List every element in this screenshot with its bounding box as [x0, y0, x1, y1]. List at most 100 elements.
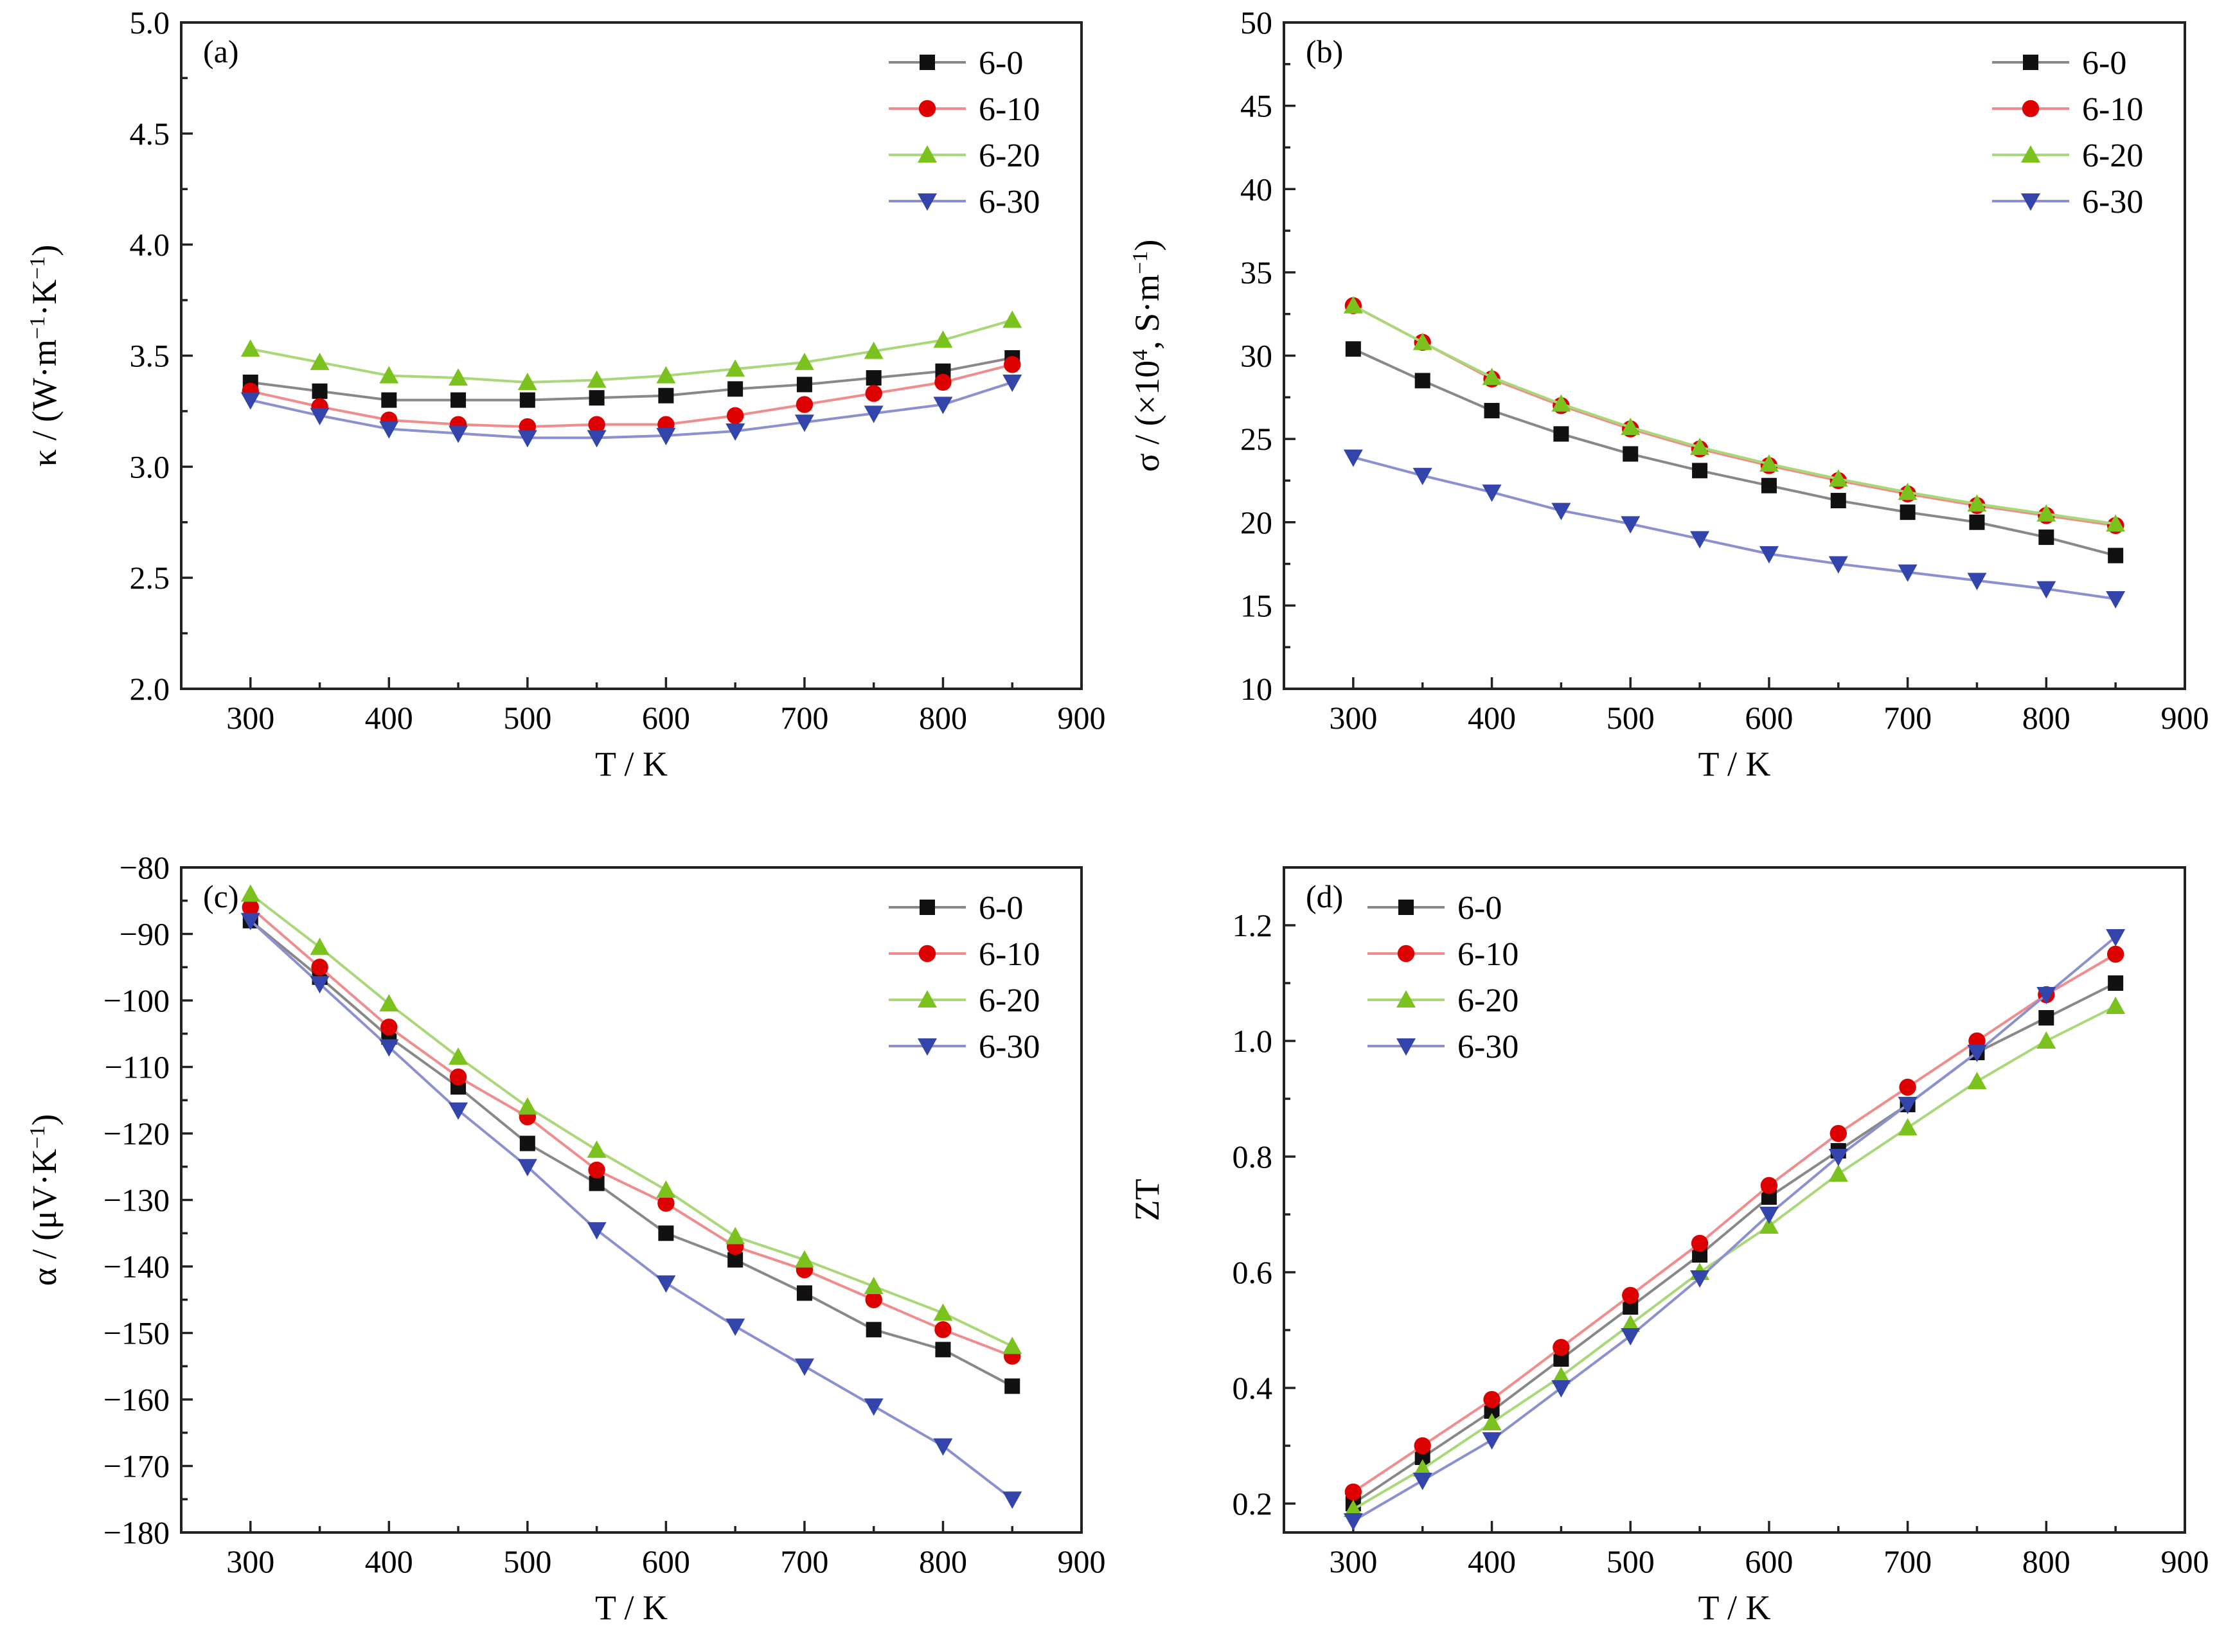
y-tick-label: 2.5: [130, 560, 170, 596]
series-line-6-30: [250, 381, 1013, 440]
legend-label: 6-0: [2082, 45, 2126, 82]
y-axis-label: ZT: [1128, 1179, 1166, 1221]
data-point-6-30: [1482, 484, 1502, 502]
data-point-6-20: [1967, 1072, 1987, 1089]
y-tick-label: −100: [103, 982, 170, 1018]
x-tick-label: 600: [1745, 700, 1793, 736]
data-point-6-30: [1967, 1045, 1987, 1062]
data-point-6-20: [587, 1140, 607, 1158]
legend-label: 6-20: [979, 138, 1040, 174]
y-tick-label: 4.0: [130, 227, 170, 263]
y-tick-label: −90: [120, 916, 170, 952]
data-point-6-10: [1691, 1234, 1709, 1252]
data-point-6-10: [2106, 945, 2124, 963]
y-tick-label: 2.0: [130, 671, 170, 707]
legend-entry-6-30: 6-30: [1367, 1029, 1518, 1065]
data-point-6-30: [587, 430, 607, 448]
data-point-6-20: [1898, 1118, 1918, 1135]
data-point-6-0: [519, 1135, 535, 1151]
legend-entry-6-0: 6-0: [889, 45, 1023, 82]
y-axis-label: κ / (W·m−1·K−1): [25, 245, 64, 467]
legend-marker: [918, 945, 936, 963]
x-tick-label: 900: [1058, 1543, 1106, 1579]
legend-entry-6-30: 6-30: [889, 1029, 1040, 1065]
data-point-6-0: [1553, 426, 1569, 442]
data-point-6-30: [933, 396, 953, 414]
series-6-0: [1345, 341, 2124, 564]
data-point-6-20: [864, 341, 884, 359]
data-point-6-20: [2036, 1031, 2056, 1049]
y-axis-label: α / (μV·K−1): [25, 1114, 64, 1286]
data-point-6-30: [1759, 1207, 1779, 1224]
series-6-30: [240, 374, 1022, 448]
series-6-30: [1343, 929, 2126, 1531]
y-tick-label: 40: [1240, 171, 1272, 207]
data-point-6-20: [1343, 1500, 1363, 1517]
data-point-6-30: [2036, 581, 2056, 599]
data-point-6-0: [658, 387, 674, 404]
legend-marker: [2021, 145, 2040, 163]
y-tick-label: 3.0: [130, 449, 170, 484]
series-line-6-10: [250, 363, 1013, 429]
x-tick-label: 400: [1468, 1543, 1516, 1579]
legend-marker: [2023, 55, 2038, 70]
x-tick-label: 300: [1329, 700, 1377, 736]
data-point-6-30: [379, 421, 399, 439]
data-point-6-0: [796, 377, 812, 393]
data-point-6-30: [1828, 556, 1848, 574]
legend-label: 6-0: [1457, 890, 1502, 927]
series-line-6-0: [1352, 982, 2117, 1505]
x-tick-label: 500: [1607, 700, 1655, 736]
data-point-6-20: [310, 937, 330, 955]
data-point-6-30: [1343, 1513, 1363, 1531]
data-point-6-30: [2106, 591, 2126, 609]
data-point-6-30: [517, 1159, 537, 1177]
data-point-6-20: [1621, 417, 1641, 435]
y-axis-label: σ / (×104, S·m−1): [1128, 240, 1166, 472]
x-tick-label: 600: [642, 1543, 690, 1579]
data-point-6-30: [1412, 1473, 1432, 1490]
legend-entry-6-0: 6-0: [1367, 890, 1502, 927]
series-line-6-20: [249, 893, 1013, 1348]
data-point-6-0: [1414, 373, 1430, 389]
y-tick-label: −120: [103, 1115, 170, 1151]
data-point-6-10: [1483, 1390, 1500, 1408]
data-point-6-0: [2108, 975, 2124, 991]
y-tick-label: 10: [1240, 671, 1272, 707]
legend-marker: [918, 145, 937, 163]
data-point-6-30: [1690, 1270, 1710, 1288]
legend-entry-6-0: 6-0: [1992, 45, 2126, 82]
data-point-6-0: [866, 370, 882, 386]
legend-marker: [1397, 945, 1415, 963]
data-point-6-30: [1412, 468, 1432, 486]
legend-label: 6-20: [979, 982, 1040, 1019]
data-point-6-0: [866, 1322, 882, 1338]
data-point-6-10: [449, 1068, 467, 1086]
legend-label: 6-30: [1457, 1029, 1518, 1065]
legend-marker: [918, 100, 936, 118]
data-point-6-20: [379, 994, 399, 1012]
x-tick-label: 700: [780, 1543, 828, 1579]
data-point-6-0: [381, 392, 397, 408]
data-point-6-30: [1967, 573, 1987, 591]
y-tick-label: 0.4: [1233, 1370, 1273, 1406]
x-tick-label: 800: [919, 700, 967, 736]
data-point-6-20: [587, 370, 607, 388]
series-6-10: [1344, 297, 2124, 535]
x-tick-label: 800: [2022, 1543, 2070, 1579]
legend-label: 6-10: [979, 91, 1040, 128]
data-point-6-30: [2106, 929, 2126, 946]
data-point-6-10: [380, 1018, 398, 1036]
x-tick-label: 300: [1329, 1543, 1377, 1579]
legend-label: 6-30: [979, 184, 1040, 220]
x-tick-label: 700: [1883, 1543, 1932, 1579]
data-point-6-20: [656, 366, 676, 384]
y-tick-label: 1.2: [1233, 907, 1273, 943]
data-point-6-30: [310, 407, 330, 425]
data-point-6-10: [796, 396, 814, 413]
data-point-6-10: [1760, 1177, 1778, 1195]
legend-marker: [1396, 1038, 1416, 1056]
data-point-6-30: [449, 425, 468, 443]
x-tick-label: 600: [642, 700, 690, 736]
data-point-6-30: [794, 414, 814, 432]
